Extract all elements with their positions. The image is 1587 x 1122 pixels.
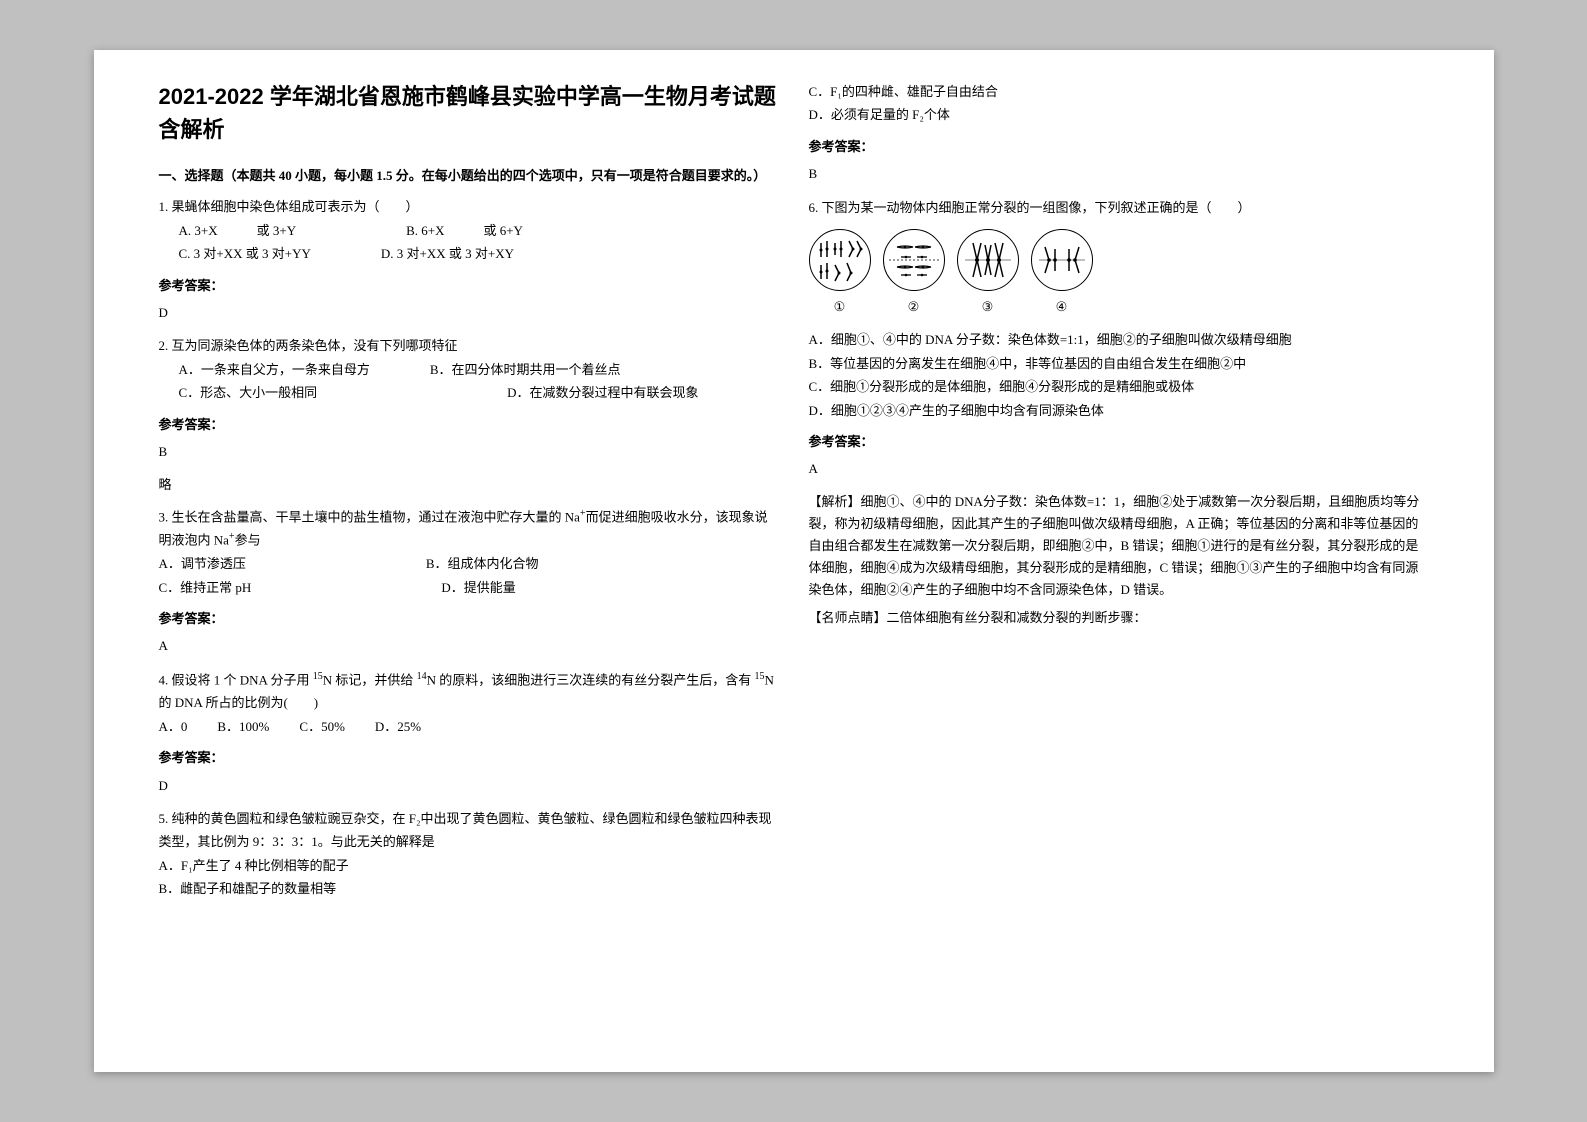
q5-optA: A．F₁产生了 4 种比例相等的配子 xyxy=(159,854,779,877)
q3-optA: A．调节渗透压 xyxy=(159,552,246,575)
q2-optC: C．形态、大小一般相同 xyxy=(179,381,318,404)
q6-answer: A xyxy=(809,457,1429,480)
q4-optD: D．25% xyxy=(375,715,421,738)
question-5: 5. 纯种的黄色圆粒和绿色皱粒豌豆杂交，在 F₂中出现了黄色圆粒、黄色皱粒、绿色… xyxy=(159,807,779,901)
q1-text: 1. 果蝇体细胞中染色体组成可表示为（ ） xyxy=(159,195,779,218)
right-column: C．F₁的四种雌、雄配子自由结合 D．必须有足量的 F₂个体 参考答案： B 6… xyxy=(794,80,1444,1042)
q2-text: 2. 互为同源染色体的两条染色体，没有下列哪项特征 xyxy=(159,334,779,357)
diagram-label-1: ① xyxy=(834,295,846,318)
q4-answer: D xyxy=(159,774,779,797)
q3-optB: B．组成体内化合物 xyxy=(426,552,539,575)
q1-answer: D xyxy=(159,301,779,324)
q6-analysis: 【解析】细胞①、④中的 DNA分子数：染色体数=1：1，细胞②处于减数第一次分裂… xyxy=(809,491,1429,601)
q6-optC: C．细胞①分裂形成的是体细胞，细胞④分裂形成的是精细胞或极体 xyxy=(809,375,1429,398)
answer-label: 参考答案： xyxy=(159,746,779,769)
q4-pre: 4. 假设将 1 个 DNA 分子用 xyxy=(159,672,313,687)
q1-optD: D. 3 对+XX 或 3 对+XY xyxy=(381,242,514,265)
cell-circle-1 xyxy=(809,229,871,291)
cell-circle-4 xyxy=(1031,229,1093,291)
q2-row2: C．形态、大小一般相同 D．在减数分裂过程中有联会现象 xyxy=(159,381,779,404)
section-heading: 一、选择题（本题共 40 小题，每小题 1.5 分。在每小题给出的四个选项中，只… xyxy=(159,164,779,187)
answer-label: 参考答案： xyxy=(159,607,779,630)
q2-optD: D．在减数分裂过程中有联会现象 xyxy=(507,381,698,404)
n15-sup: 15 xyxy=(313,671,323,682)
cell-diagrams: ① xyxy=(809,229,1429,318)
q5-text: 5. 纯种的黄色圆粒和绿色皱粒豌豆杂交，在 F₂中出现了黄色圆粒、黄色皱粒、绿色… xyxy=(159,807,779,854)
q1-options-row2: C. 3 对+XX 或 3 对+YY D. 3 对+XX 或 3 对+XY xyxy=(159,242,779,265)
diagram-4: ④ xyxy=(1031,229,1093,318)
q3-optC: C．维持正常 pH xyxy=(159,576,252,599)
diagram-1: ① xyxy=(809,229,871,318)
q6-tip: 【名师点睛】二倍体细胞有丝分裂和减数分裂的判断步骤： xyxy=(809,607,1429,629)
q6-optA: A．细胞①、④中的 DNA 分子数：染色体数=1:1，细胞②的子细胞叫做次级精母… xyxy=(809,328,1429,351)
q3-answer: A xyxy=(159,634,779,657)
q3-optD: D．提供能量 xyxy=(441,576,515,599)
q2-optB: B．在四分体时期共用一个着丝点 xyxy=(430,358,621,381)
q2-note: 略 xyxy=(159,473,779,496)
q2-answer: B xyxy=(159,440,779,463)
cell-circle-3 xyxy=(957,229,1019,291)
q5-optB: B．雌配子和雄配子的数量相等 xyxy=(159,877,779,900)
left-column: 2021-2022 学年湖北省恩施市鹤峰县实验中学高一生物月考试题含解析 一、选… xyxy=(144,80,794,1042)
cell-circle-2 xyxy=(883,229,945,291)
q5-optD: D．必须有足量的 F₂个体 xyxy=(809,103,1429,126)
diagram-label-3: ③ xyxy=(982,295,994,318)
diagram-2: ② xyxy=(883,229,945,318)
q1-options-row1: A. 3+X 或 3+Y B. 6+X 或 6+Y xyxy=(159,219,779,242)
q3-row2: C．维持正常 pH D．提供能量 xyxy=(159,576,779,599)
n14-sup: 14 xyxy=(417,671,427,682)
answer-label: 参考答案： xyxy=(159,413,779,436)
q4-options: A．0 B．100% C．50% D．25% xyxy=(159,715,779,738)
question-6: 6. 下图为某一动物体内细胞正常分裂的一组图像，下列叙述正确的是（ ） xyxy=(809,196,1429,422)
exam-page: 2021-2022 学年湖北省恩施市鹤峰县实验中学高一生物月考试题含解析 一、选… xyxy=(94,50,1494,1072)
q6-optB: B．等位基因的分离发生在细胞④中，非等位基因的自由组合发生在细胞②中 xyxy=(809,352,1429,375)
n15-sup: 15 xyxy=(754,671,764,682)
q4-text: 4. 假设将 1 个 DNA 分子用 15N 标记，并供给 14N 的原料，该细… xyxy=(159,668,779,715)
answer-label: 参考答案： xyxy=(809,430,1429,453)
answer-label: 参考答案： xyxy=(159,274,779,297)
page-title: 2021-2022 学年湖北省恩施市鹤峰县实验中学高一生物月考试题含解析 xyxy=(159,80,779,146)
q6-text: 6. 下图为某一动物体内细胞正常分裂的一组图像，下列叙述正确的是（ ） xyxy=(809,196,1429,219)
question-3: 3. 生长在含盐量高、干旱土壤中的盐生植物，通过在液泡中贮存大量的 Na+而促进… xyxy=(159,505,779,599)
q3-pre: 3. 生长在含盐量高、干旱土壤中的盐生植物，通过在液泡中贮存大量的 Na xyxy=(159,509,580,524)
q3-text: 3. 生长在含盐量高、干旱土壤中的盐生植物，通过在液泡中贮存大量的 Na+而促进… xyxy=(159,505,779,552)
q1-optA: A. 3+X 或 3+Y xyxy=(179,219,297,242)
answer-label: 参考答案： xyxy=(809,135,1429,158)
q4-mid2: N 的原料，该细胞进行三次连续的有丝分裂产生后，含有 xyxy=(427,672,755,687)
question-4: 4. 假设将 1 个 DNA 分子用 15N 标记，并供给 14N 的原料，该细… xyxy=(159,668,779,739)
question-2: 2. 互为同源染色体的两条染色体，没有下列哪项特征 A．一条来自父方，一条来自母… xyxy=(159,334,779,404)
q4-optA: A．0 xyxy=(159,715,188,738)
question-1: 1. 果蝇体细胞中染色体组成可表示为（ ） A. 3+X 或 3+Y B. 6+… xyxy=(159,195,779,265)
q5-answer: B xyxy=(809,162,1429,185)
q2-row1: A．一条来自父方，一条来自母方 B．在四分体时期共用一个着丝点 xyxy=(159,358,779,381)
q4-optC: C．50% xyxy=(299,715,345,738)
diagram-3: ③ xyxy=(957,229,1019,318)
diagram-label-4: ④ xyxy=(1056,295,1068,318)
q2-optA: A．一条来自父方，一条来自母方 xyxy=(179,358,370,381)
q5-optC: C．F₁的四种雌、雄配子自由结合 xyxy=(809,80,1429,103)
q1-optB: B. 6+X 或 6+Y xyxy=(406,219,523,242)
q1-optC: C. 3 对+XX 或 3 对+YY xyxy=(179,242,311,265)
q3-row1: A．调节渗透压 B．组成体内化合物 xyxy=(159,552,779,575)
q4-optB: B．100% xyxy=(217,715,269,738)
q4-mid1: N 标记，并供给 xyxy=(323,672,417,687)
q6-optD: D．细胞①②③④产生的子细胞中均含有同源染色体 xyxy=(809,399,1429,422)
q3-post: 参与 xyxy=(235,533,261,548)
diagram-label-2: ② xyxy=(908,295,920,318)
